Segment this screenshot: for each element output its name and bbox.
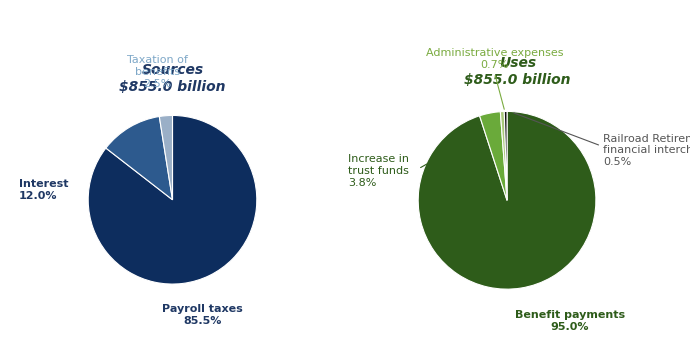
Wedge shape: [88, 116, 257, 284]
Wedge shape: [480, 112, 507, 200]
Text: Uses
$855.0 billion: Uses $855.0 billion: [464, 56, 571, 87]
Text: Interest
12.0%: Interest 12.0%: [19, 179, 68, 201]
Text: Taxation of
benefits
2.5%: Taxation of benefits 2.5%: [127, 56, 188, 89]
Text: Benefit payments
95.0%: Benefit payments 95.0%: [515, 310, 625, 332]
Text: Sources
$855.0 billion: Sources $855.0 billion: [119, 63, 226, 94]
Text: Administrative expenses
0.7%: Administrative expenses 0.7%: [426, 48, 563, 69]
Wedge shape: [159, 116, 172, 200]
Text: Railroad Retirement
financial interchange
0.5%: Railroad Retirement financial interchang…: [603, 134, 690, 167]
Wedge shape: [106, 117, 172, 200]
Wedge shape: [504, 112, 507, 200]
Wedge shape: [500, 112, 507, 200]
Wedge shape: [418, 112, 596, 289]
Text: Increase in
trust funds
3.8%: Increase in trust funds 3.8%: [348, 155, 409, 187]
Text: Payroll taxes
85.5%: Payroll taxes 85.5%: [162, 304, 243, 325]
